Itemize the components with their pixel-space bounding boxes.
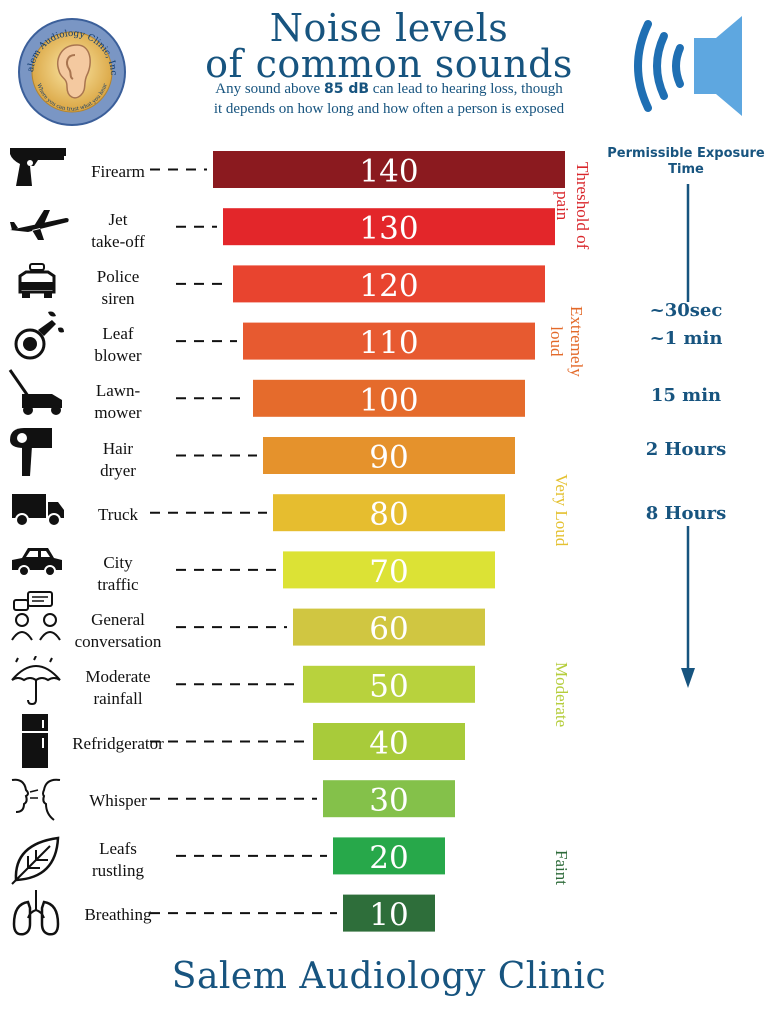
zone-label-very-loud: Very Loud [552, 474, 571, 547]
bar-130 [223, 208, 555, 246]
value-label-80: 80 [369, 497, 408, 533]
speaker-icon [634, 16, 742, 116]
subtitle-line1: Any sound above 85 dB can lead to hearin… [150, 80, 628, 98]
value-label-30: 30 [369, 783, 408, 819]
subtitle-bold: 85 dB [323, 81, 370, 97]
category-label-breathing: Breathing [84, 905, 152, 925]
exposure-time-15min: 15 min [650, 385, 722, 406]
bar-120 [233, 265, 545, 303]
category-label-hair-dryer: Hair dryer [100, 438, 136, 480]
category-label-city-traffic: City traffic [97, 552, 139, 594]
value-label-140: 140 [359, 154, 418, 190]
zone-label-faint: Faint [552, 850, 571, 885]
clinic-logo: Salem Audiology Clinic, Inc. Where you c… [17, 17, 126, 126]
category-label-leaf-blower: Leaf blower [94, 324, 142, 366]
hair-dryer-icon [10, 428, 52, 476]
category-label-general-conversation: General conversation [74, 610, 162, 652]
category-label-lawn-mower: Lawn- mower [94, 381, 142, 423]
page-title-line2: of common sounds [205, 42, 573, 86]
exposure-time-2hours: 2 Hours [645, 439, 727, 460]
exposure-header-line2: Time [668, 162, 704, 177]
police-car-icon [18, 263, 56, 298]
bar-30 [323, 780, 455, 818]
umbrella-rain-icon [11, 656, 61, 706]
category-label-truck: Truck [98, 504, 138, 524]
bar-100 [253, 379, 525, 417]
zone-label-moderate: Moderate [552, 662, 571, 728]
bar-90 [263, 437, 515, 474]
lawn-mower-icon [8, 369, 62, 415]
truck-icon [12, 494, 64, 527]
value-label-100: 100 [359, 382, 418, 418]
value-label-20: 20 [369, 840, 408, 876]
conversation-icon [11, 591, 61, 641]
refrigerator-icon [22, 714, 48, 768]
category-label-moderate-rainfall: Moderate rainfall [85, 667, 151, 709]
zone-label-extremely-loud: Extremely loud [547, 306, 586, 377]
value-label-110: 110 [359, 325, 418, 361]
exposure-header-line1: Permissible Exposure [607, 146, 765, 161]
bar-110 [243, 322, 535, 360]
exposure-time-30sec: ~30sec [649, 300, 723, 321]
subtitle-pre: Any sound above [215, 81, 324, 97]
exposure-arrow-icon [681, 184, 695, 688]
category-label-firearm: Firearm [91, 161, 145, 181]
zone-label-threshold-of-pain: Threshold of pain [553, 162, 592, 250]
value-label-70: 70 [369, 554, 408, 590]
car-icon [12, 548, 62, 577]
value-label-130: 130 [359, 211, 418, 247]
value-label-60: 60 [369, 611, 408, 647]
value-label-10: 10 [369, 897, 408, 933]
bar-20 [333, 837, 445, 875]
bar-50 [303, 665, 475, 703]
page-title-line1: Noise levels [269, 6, 509, 50]
airplane-icon [10, 210, 69, 240]
subtitle-post: can lead to hearing loss, though [369, 81, 563, 97]
bar-140 [213, 151, 565, 188]
category-label-jet-take-off: Jet take-off [91, 209, 145, 251]
bar-80 [273, 494, 505, 532]
category-label-whisper: Whisper [89, 790, 147, 810]
exposure-time-8hours: 8 Hours [645, 503, 727, 524]
bar-60 [293, 608, 485, 646]
bar-40 [313, 723, 465, 760]
category-label-refridgerator: Refridgerator [72, 733, 164, 753]
subtitle-line2: it depends on how long and how often a p… [213, 101, 565, 117]
exposure-time-header: Permissible Exposure Time [600, 146, 772, 178]
bar-70 [283, 551, 495, 589]
category-label-police-siren: Police siren [96, 266, 140, 308]
value-label-40: 40 [369, 726, 408, 762]
value-label-120: 120 [359, 268, 418, 304]
leaf-icon [11, 836, 60, 885]
bar-10 [343, 894, 435, 932]
leaf-blower-icon [14, 311, 64, 360]
category-label-leafs-rustling: Leafs rustling [92, 838, 144, 880]
exposure-time-1min: ~1 min [649, 328, 723, 349]
value-label-50: 50 [369, 668, 408, 704]
lungs-icon [12, 890, 60, 936]
whisper-icon [11, 778, 61, 821]
pistol-icon [10, 148, 66, 186]
value-label-90: 90 [369, 440, 408, 476]
footer-clinic-name: Salem Audiology Clinic [171, 956, 607, 997]
